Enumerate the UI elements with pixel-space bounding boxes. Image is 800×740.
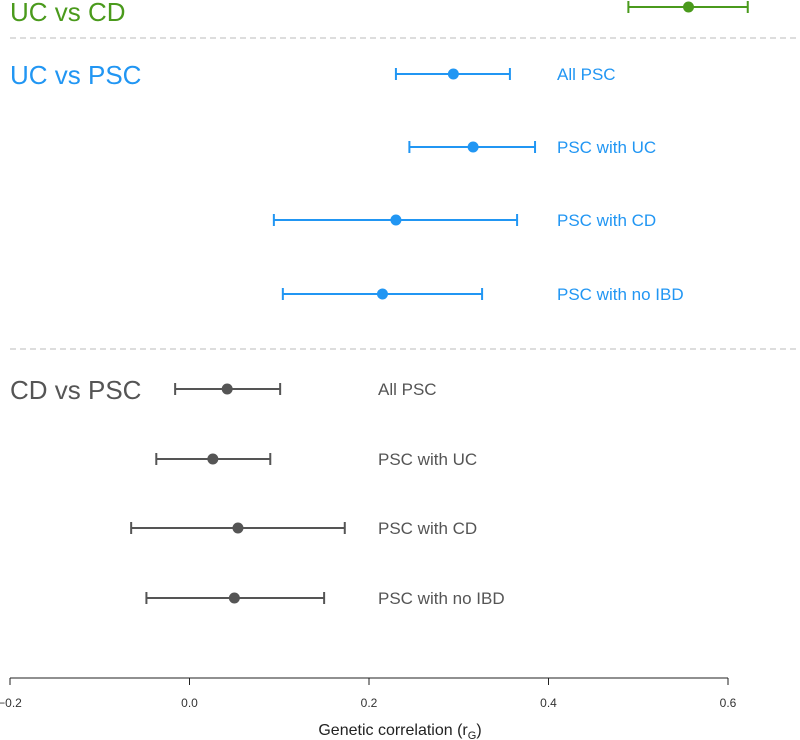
x-axis: −0.2 0.0 0.2 0.4 0.6 Genetic correlation (rG… bbox=[0, 677, 737, 740]
group: UC vs CD bbox=[10, 0, 749, 27]
plot-groups: UC vs CD UC vs PSC All PSC PSC with UC PSC w… bbox=[10, 0, 749, 608]
group: CD vs PSC All PSC PSC with UC PSC with CD PS… bbox=[10, 375, 505, 608]
x-tick-label: 0.4 bbox=[540, 696, 557, 710]
group-title: UC vs PSC bbox=[10, 60, 141, 90]
row-label: PSC with CD bbox=[557, 211, 656, 230]
group-title: UC vs CD bbox=[10, 0, 126, 27]
estimate-point bbox=[683, 1, 695, 13]
x-tick-label: 0.0 bbox=[181, 696, 198, 710]
group: UC vs PSC All PSC PSC with UC PSC with CD PS… bbox=[10, 60, 684, 304]
estimate-point bbox=[390, 214, 402, 226]
row-label: PSC with UC bbox=[378, 450, 477, 469]
x-axis-title: Genetic correlation (rG) bbox=[318, 722, 481, 740]
estimate-point bbox=[228, 592, 240, 604]
row-label: PSC with no IBD bbox=[557, 285, 684, 304]
row-label: PSC with UC bbox=[557, 138, 656, 157]
estimate-point bbox=[447, 68, 459, 80]
estimate-point bbox=[232, 522, 244, 534]
x-tick-label: 0.6 bbox=[720, 696, 737, 710]
group-title: CD vs PSC bbox=[10, 375, 141, 405]
estimate-point bbox=[221, 383, 233, 395]
estimate-point bbox=[376, 288, 388, 300]
row-label: PSC with CD bbox=[378, 519, 477, 538]
x-axis-ticks: −0.2 0.0 0.2 0.4 0.6 bbox=[0, 678, 737, 710]
row-label: All PSC bbox=[557, 65, 616, 84]
group-separators bbox=[10, 37, 800, 350]
estimate-point bbox=[467, 141, 479, 153]
x-tick-label: −0.2 bbox=[0, 696, 22, 710]
row-label: All PSC bbox=[378, 380, 437, 399]
x-tick-label: 0.2 bbox=[361, 696, 378, 710]
row-label: PSC with no IBD bbox=[378, 589, 505, 608]
estimate-point bbox=[207, 453, 219, 465]
